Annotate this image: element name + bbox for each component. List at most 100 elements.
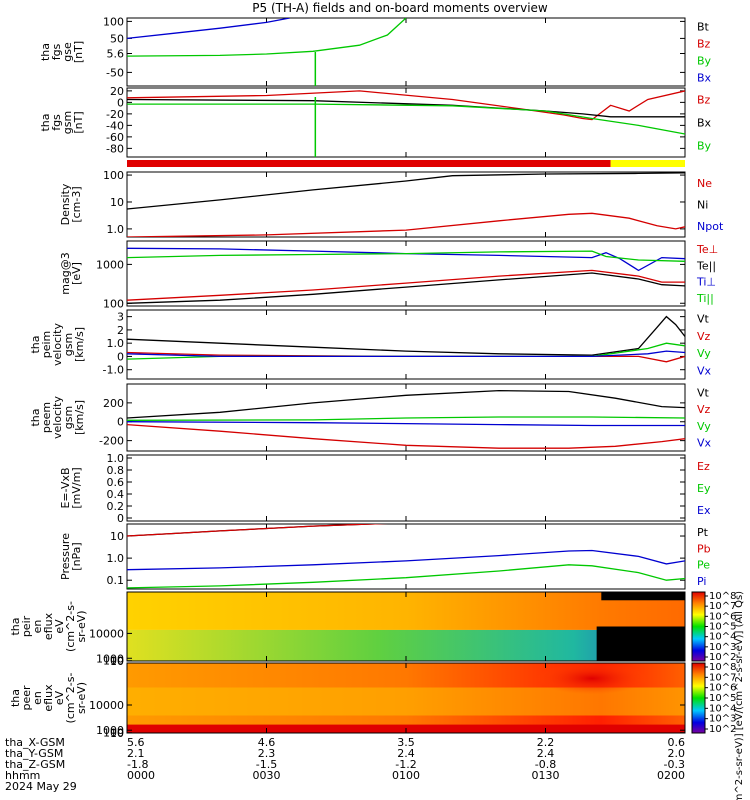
y-axis-label: fgs — [50, 43, 63, 60]
y-axis-label: [eV] — [70, 262, 83, 285]
y-axis-label: gsm — [61, 111, 74, 134]
colorbar-tick-label: 10^8 — [709, 591, 736, 602]
quality-bar-yellow — [610, 160, 685, 167]
series-Te⊥ — [127, 269, 685, 301]
y-axis-label: [cm-3] — [70, 186, 83, 222]
ephemeris-label: hhmm — [5, 769, 40, 782]
y-tick-label: 0.6 — [107, 476, 125, 489]
y-axis-label: [nT] — [72, 111, 85, 133]
y-tick-label: 100 — [103, 169, 124, 182]
series-Bx — [127, 98, 685, 118]
series-Vx — [127, 421, 685, 427]
legend-entry: Ey — [697, 482, 711, 495]
y-axis-label: velocity — [51, 323, 64, 366]
colorbar-tick-label: 10^5 — [709, 693, 736, 704]
legend-entry: Bz — [697, 94, 711, 107]
series-Te|| — [127, 272, 685, 304]
spectrogram-high — [127, 592, 685, 630]
y-axis-label: [nT] — [72, 41, 85, 63]
y-axis-label: peir — [20, 615, 33, 637]
colorbar-tick-label: 10^4 — [709, 632, 736, 643]
y-axis-label: eV — [53, 690, 66, 705]
y-axis-label: peim — [40, 331, 53, 359]
legend-entry: Npot — [697, 220, 724, 233]
ephemeris-value: -1.8 — [127, 758, 148, 771]
y-axis-label: Pressure — [59, 533, 72, 580]
y-tick-label: 0.1 — [107, 574, 125, 587]
y-axis-label: en — [31, 620, 44, 634]
y-axis-label: [nPa] — [70, 542, 83, 570]
panel-8: 10 1.0 0.1 Pressure[nPa] Pt Pb Pe Pi — [59, 523, 711, 590]
panels: 100505.6-50thafgsgse[nT]BtBzByBx200-20-4… — [9, 15, 724, 740]
y-axis-label: sr-eV) — [75, 610, 88, 642]
ephemeris-value: 0000 — [127, 769, 155, 782]
ephemeris-value: 2.4 — [397, 747, 415, 760]
y-axis-label: sr-eV) — [75, 682, 88, 714]
panel-4: 1000 100 mag@3[eV] Te⊥ Te|| Ti⊥ Ti|| — [59, 240, 718, 310]
y-axis-label: tha — [39, 43, 52, 61]
spectrogram-hotspot — [537, 662, 647, 695]
quality-bar-red — [127, 160, 611, 167]
legend-entry: Vy — [697, 420, 711, 433]
series-By — [127, 103, 685, 135]
colorbar — [691, 591, 706, 662]
series-Ti|| — [127, 250, 685, 262]
y-axis-label: peer — [20, 685, 33, 711]
y-tick-label: 1.0 — [107, 337, 125, 350]
y-tick-label: 1000 — [96, 652, 124, 665]
series-Vx — [127, 350, 685, 358]
panel-frame — [126, 309, 686, 380]
y-axis-label: eV — [53, 619, 66, 634]
legend-entry: Vx — [697, 364, 712, 377]
legend-entry: By — [697, 55, 712, 68]
spectrogram-low — [127, 629, 685, 661]
y-tick-label: 10000 — [89, 699, 124, 712]
y-tick-label: 0 — [117, 350, 124, 363]
spectrogram-gap-top — [601, 592, 685, 601]
y-axis-label: [km/s] — [73, 400, 86, 435]
y-tick-label: 1000 — [96, 724, 124, 737]
panel-frame — [126, 454, 686, 522]
y-axis-label: mag@3 — [59, 252, 72, 294]
y-tick-label: -200 — [99, 435, 124, 448]
y-tick-label: 100 — [103, 15, 124, 28]
colorbar-tick-label: 10^6 — [709, 611, 736, 622]
colorbar-tick-label: 10^2 — [709, 724, 736, 735]
y-tick-label: 100 — [103, 655, 124, 668]
panel-frame — [126, 17, 686, 87]
colorbar — [691, 662, 706, 734]
y-tick-label: 0.4 — [107, 488, 125, 501]
y-tick-label: -40 — [106, 119, 124, 132]
series-Pe — [127, 564, 685, 589]
ephemeris-value: 2.0 — [668, 747, 686, 760]
ephemeris-value: 0030 — [253, 769, 281, 782]
series-Ne — [127, 212, 685, 237]
y-tick-label: 0.2 — [107, 500, 125, 513]
y-tick-label: 0 — [117, 416, 124, 429]
y-tick-label: 5.6 — [107, 47, 125, 60]
y-axis-label: gsm — [62, 406, 75, 429]
ephemeris-label: tha_X-GSM — [5, 736, 65, 749]
legend-entry: Ti|| — [696, 292, 714, 305]
ephemeris-value: -0.3 — [664, 758, 685, 771]
ephemeris-label: tha_Z-GSM — [5, 758, 65, 771]
plot-title: P5 (TH-A) fields and on-board moments ov… — [252, 1, 548, 15]
ephemeris-value: 3.5 — [397, 736, 415, 749]
y-tick-label: 3 — [117, 311, 124, 324]
series-Ti⊥ — [127, 247, 685, 272]
y-axis-label: fgs — [50, 114, 63, 131]
y-tick-label: -80 — [106, 142, 124, 155]
ephemeris-value: 2.1 — [127, 747, 145, 760]
colorbar-tick-label: 10^2 — [709, 652, 736, 663]
ephemeris-value: -1.5 — [256, 758, 277, 771]
y-axis-label: (cm^2-s- — [64, 673, 77, 724]
y-tick-label: 10 — [110, 727, 124, 740]
colorbar-tick-label: 10^5 — [709, 622, 736, 633]
series-Bx — [127, 18, 290, 40]
